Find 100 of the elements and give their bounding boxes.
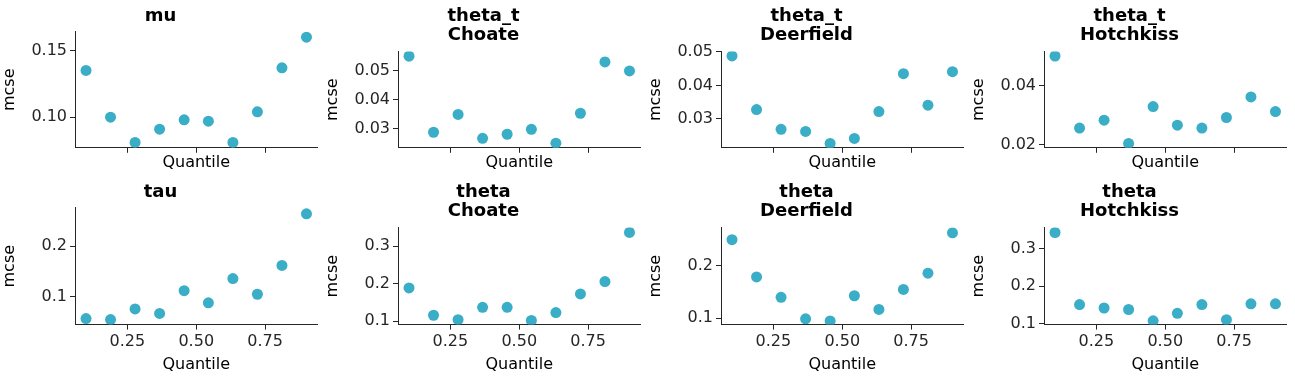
point xyxy=(403,282,415,294)
point xyxy=(477,132,489,144)
point xyxy=(80,64,92,76)
point xyxy=(105,314,117,325)
point xyxy=(550,137,562,148)
point xyxy=(873,303,885,315)
chart-title: theta Hotchkiss xyxy=(1079,179,1180,221)
point xyxy=(202,297,214,309)
point xyxy=(154,307,166,319)
point xyxy=(80,313,92,325)
x-tick-label: 0.25 xyxy=(1078,331,1115,351)
point xyxy=(824,315,836,325)
point xyxy=(178,285,190,297)
chart-title: theta_t Deerfield xyxy=(760,3,853,45)
y-tick-label: 0.2 xyxy=(687,255,713,275)
point xyxy=(452,314,464,325)
point xyxy=(946,66,958,78)
point xyxy=(1245,298,1257,310)
x-axis-title: Quantile xyxy=(808,353,877,373)
x-tick-label: 0.75 xyxy=(893,331,929,351)
point xyxy=(428,126,440,138)
point xyxy=(1220,112,1232,123)
chart-title: theta_t Choate xyxy=(447,3,520,45)
y-axis-title: mcse xyxy=(967,254,987,298)
chart-title: tau xyxy=(143,179,178,201)
x-tick-label: 0.75 xyxy=(247,331,283,351)
point xyxy=(1074,299,1086,311)
y-tick-label: 0.1 xyxy=(41,285,67,305)
chart-title: theta_t Hotchkiss xyxy=(1079,3,1180,45)
x-axis-title: Quantile xyxy=(485,151,554,171)
y-tick-label: 0.04 xyxy=(1000,74,1036,94)
y-axis-title: mcse xyxy=(644,254,664,298)
point xyxy=(824,137,836,148)
y-tick-label: 0.3 xyxy=(1010,237,1036,257)
point xyxy=(276,259,288,271)
point xyxy=(129,303,141,315)
y-tick-label: 0.04 xyxy=(677,74,713,94)
point xyxy=(1049,51,1061,62)
point xyxy=(501,301,513,313)
x-axis-title: Quantile xyxy=(485,353,554,373)
point xyxy=(300,31,312,43)
point xyxy=(751,104,763,116)
point xyxy=(574,288,586,300)
point xyxy=(775,123,787,135)
x-tick-label: 0.75 xyxy=(570,331,606,351)
point xyxy=(452,108,464,120)
point xyxy=(251,288,263,300)
point xyxy=(428,309,440,321)
point xyxy=(1147,315,1159,325)
point xyxy=(1049,227,1061,239)
point xyxy=(202,115,214,127)
x-tick-label: 0.50 xyxy=(1147,331,1184,351)
x-axis-title: Quantile xyxy=(1131,353,1200,373)
y-tick-label: 0.1 xyxy=(364,310,390,330)
x-tick-label: 0.50 xyxy=(178,331,215,351)
x-axis-title: Quantile xyxy=(162,151,231,171)
y-axis-title: mcse xyxy=(967,78,987,121)
y-tick-label: 0.03 xyxy=(354,117,390,137)
x-tick-label: 0.25 xyxy=(432,331,469,351)
point xyxy=(550,307,562,319)
point xyxy=(922,99,934,111)
point xyxy=(178,114,190,126)
point xyxy=(1269,298,1281,310)
point xyxy=(1171,307,1183,319)
point xyxy=(227,136,239,148)
point xyxy=(525,123,537,135)
point xyxy=(599,56,611,68)
x-tick-label: 0.50 xyxy=(501,331,538,351)
point xyxy=(154,123,166,135)
point xyxy=(1220,314,1232,325)
chart-title: mu xyxy=(144,3,177,25)
point xyxy=(403,51,415,62)
y-tick-label: 0.3 xyxy=(364,235,390,255)
point xyxy=(775,291,787,303)
point xyxy=(525,314,537,325)
point xyxy=(1196,299,1208,311)
y-tick-label: 0.10 xyxy=(31,106,67,126)
point xyxy=(1123,304,1135,315)
point xyxy=(1245,91,1257,103)
point xyxy=(800,313,812,325)
y-tick-label: 0.03 xyxy=(677,108,713,128)
point xyxy=(623,65,635,77)
y-tick-label: 0.2 xyxy=(41,235,67,255)
y-axis-title: mcse xyxy=(321,254,341,298)
point xyxy=(251,106,263,118)
x-tick-label: 0.25 xyxy=(755,331,792,351)
point xyxy=(227,273,239,285)
point xyxy=(1098,114,1110,126)
y-tick-label: 0.02 xyxy=(1000,133,1036,153)
point xyxy=(726,234,738,246)
x-tick-label: 0.50 xyxy=(824,331,861,351)
point xyxy=(848,290,860,302)
point xyxy=(477,301,489,313)
point xyxy=(1147,101,1159,113)
point xyxy=(276,62,288,74)
point xyxy=(1098,302,1110,314)
x-axis-title: Quantile xyxy=(162,353,231,373)
x-axis-title: Quantile xyxy=(808,151,877,171)
point xyxy=(1074,122,1086,134)
x-tick-label: 0.75 xyxy=(1216,331,1252,351)
